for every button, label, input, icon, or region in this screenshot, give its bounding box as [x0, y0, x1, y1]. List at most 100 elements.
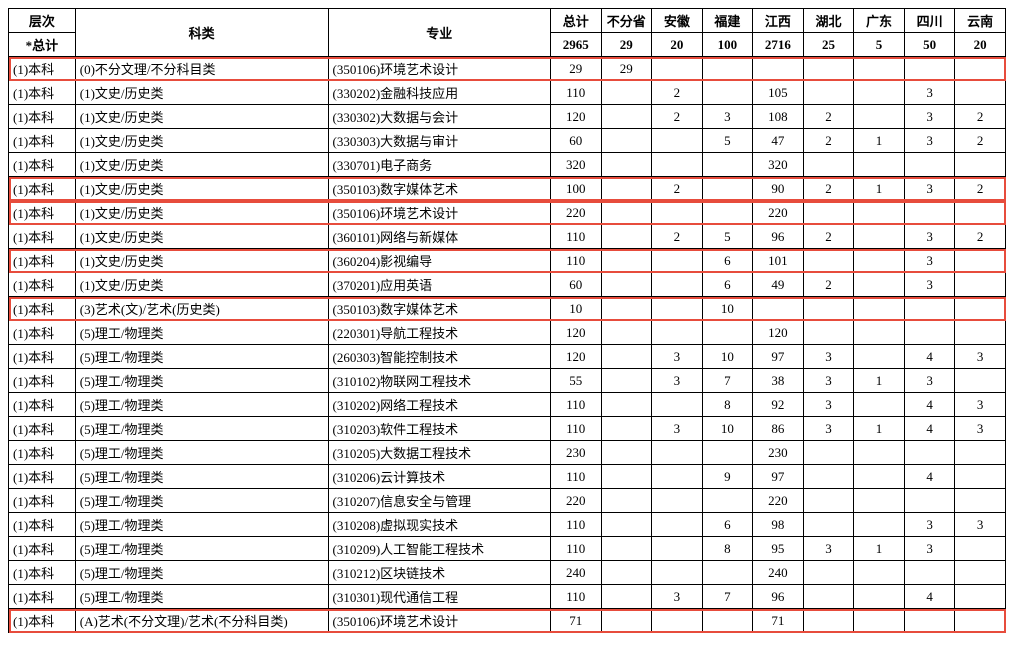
- cell-value: 3: [652, 417, 703, 441]
- header-level: 层次: [9, 9, 76, 33]
- cell-value: 110: [550, 417, 601, 441]
- cell-major: (310208)虚拟现实技术: [328, 513, 550, 537]
- cell-value: [652, 441, 703, 465]
- cell-category: (0)不分文理/不分科目类: [75, 57, 328, 81]
- cell-value: 49: [753, 273, 804, 297]
- cell-value: 3: [904, 105, 955, 129]
- cell-value: 3: [702, 105, 753, 129]
- cell-value: [652, 609, 703, 633]
- cell-value: 60: [550, 273, 601, 297]
- cell-category: (5)理工/物理类: [75, 393, 328, 417]
- cell-value: [854, 57, 905, 81]
- cell-value: [601, 417, 652, 441]
- cell-value: [854, 561, 905, 585]
- cell-value: [904, 297, 955, 321]
- cell-value: [854, 153, 905, 177]
- header-total: 20: [652, 33, 703, 57]
- cell-value: [601, 201, 652, 225]
- cell-value: [854, 201, 905, 225]
- header-total: 5: [854, 33, 905, 57]
- cell-value: 3: [904, 513, 955, 537]
- cell-value: 3: [955, 393, 1006, 417]
- cell-value: 3: [955, 345, 1006, 369]
- cell-value: [904, 153, 955, 177]
- cell-level: (1)本科: [9, 561, 76, 585]
- cell-value: [803, 561, 854, 585]
- cell-value: [955, 81, 1006, 105]
- cell-value: 2: [803, 105, 854, 129]
- cell-value: [803, 297, 854, 321]
- header-province: 总计: [550, 9, 601, 33]
- cell-value: [753, 57, 804, 81]
- cell-value: 110: [550, 537, 601, 561]
- cell-value: 3: [904, 249, 955, 273]
- cell-value: [601, 81, 652, 105]
- cell-value: 2: [652, 177, 703, 201]
- cell-value: [803, 321, 854, 345]
- table-row: (1)本科(5)理工/物理类(310301)现代通信工程11037964: [9, 585, 1006, 609]
- cell-category: (5)理工/物理类: [75, 561, 328, 585]
- cell-value: 86: [753, 417, 804, 441]
- cell-value: 5: [702, 225, 753, 249]
- cell-value: [652, 393, 703, 417]
- header-province: 四川: [904, 9, 955, 33]
- table-row: (1)本科(5)理工/物理类(310202)网络工程技术110892343: [9, 393, 1006, 417]
- cell-value: [601, 609, 652, 633]
- header-province: 安徽: [652, 9, 703, 33]
- cell-value: [854, 225, 905, 249]
- header-province: 不分省: [601, 9, 652, 33]
- cell-level: (1)本科: [9, 465, 76, 489]
- cell-major: (330303)大数据与审计: [328, 129, 550, 153]
- cell-major: (310202)网络工程技术: [328, 393, 550, 417]
- cell-category: (5)理工/物理类: [75, 369, 328, 393]
- cell-value: 8: [702, 393, 753, 417]
- cell-value: 3: [803, 537, 854, 561]
- cell-major: (330701)电子商务: [328, 153, 550, 177]
- cell-value: [702, 321, 753, 345]
- cell-value: 4: [904, 585, 955, 609]
- cell-value: [601, 465, 652, 489]
- cell-value: [702, 177, 753, 201]
- cell-major: (310209)人工智能工程技术: [328, 537, 550, 561]
- cell-value: 120: [550, 105, 601, 129]
- cell-value: 220: [753, 201, 804, 225]
- cell-category: (1)文史/历史类: [75, 129, 328, 153]
- header-total: 29: [601, 33, 652, 57]
- cell-value: [955, 321, 1006, 345]
- cell-value: [854, 513, 905, 537]
- cell-value: 2: [803, 225, 854, 249]
- cell-category: (5)理工/物理类: [75, 345, 328, 369]
- cell-value: 3: [803, 393, 854, 417]
- cell-value: [904, 441, 955, 465]
- cell-value: 120: [550, 321, 601, 345]
- table-row: (1)本科(5)理工/物理类(310212)区块链技术240240: [9, 561, 1006, 585]
- cell-major: (350103)数字媒体艺术: [328, 297, 550, 321]
- cell-value: 29: [601, 57, 652, 81]
- cell-major: (330202)金融科技应用: [328, 81, 550, 105]
- cell-value: [803, 201, 854, 225]
- table-row: (1)本科(1)文史/历史类(370201)应用英语6064923: [9, 273, 1006, 297]
- cell-value: [652, 465, 703, 489]
- cell-value: [955, 153, 1006, 177]
- cell-major: (310206)云计算技术: [328, 465, 550, 489]
- cell-value: [904, 609, 955, 633]
- table-row: (1)本科(1)文史/历史类(330202)金融科技应用11021053: [9, 81, 1006, 105]
- table-row: (1)本科(5)理工/物理类(310209)人工智能工程技术110895313: [9, 537, 1006, 561]
- cell-value: [601, 537, 652, 561]
- cell-value: [854, 585, 905, 609]
- cell-value: [955, 441, 1006, 465]
- cell-value: 220: [753, 489, 804, 513]
- cell-value: [803, 465, 854, 489]
- cell-value: [854, 105, 905, 129]
- cell-value: 97: [753, 345, 804, 369]
- table-row: (1)本科(1)文史/历史类(360204)影视编导11061013: [9, 249, 1006, 273]
- cell-value: [601, 441, 652, 465]
- header-province: 湖北: [803, 9, 854, 33]
- cell-value: 110: [550, 585, 601, 609]
- cell-value: 3: [803, 369, 854, 393]
- cell-level: (1)本科: [9, 57, 76, 81]
- cell-value: [652, 513, 703, 537]
- cell-value: 240: [753, 561, 804, 585]
- cell-value: 97: [753, 465, 804, 489]
- cell-value: [702, 201, 753, 225]
